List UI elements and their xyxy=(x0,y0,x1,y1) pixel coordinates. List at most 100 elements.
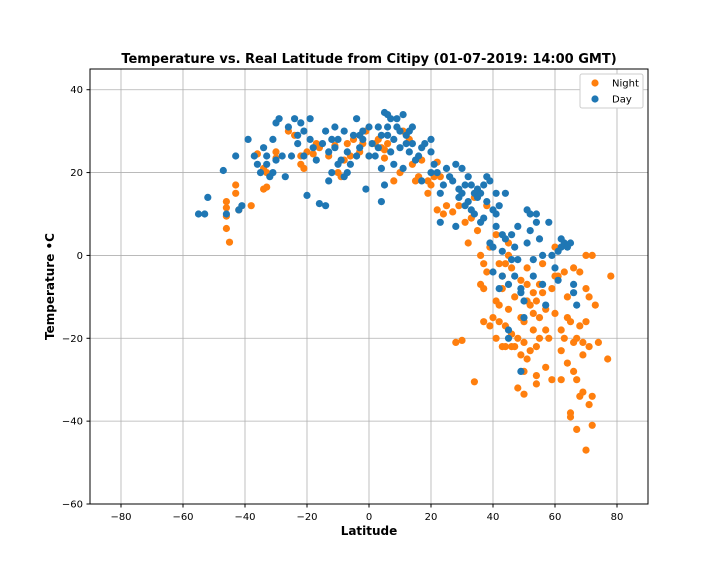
night-point xyxy=(222,224,230,233)
day-point xyxy=(523,239,531,247)
legend-day-label: Day xyxy=(612,95,632,106)
day-point xyxy=(545,218,553,226)
night-point xyxy=(557,326,565,334)
day-point xyxy=(263,152,271,160)
night-point xyxy=(551,309,559,317)
day-point xyxy=(331,123,339,131)
day-point xyxy=(539,251,547,259)
night-point xyxy=(427,181,435,189)
day-point xyxy=(275,115,283,123)
night-point xyxy=(343,140,351,148)
day-point xyxy=(359,135,367,143)
day-point xyxy=(535,235,544,243)
night-point xyxy=(232,189,240,197)
night-point xyxy=(560,334,568,342)
day-point xyxy=(204,193,212,201)
series-day xyxy=(194,108,581,375)
day-point xyxy=(232,152,240,160)
day-point xyxy=(312,156,320,164)
day-point xyxy=(294,140,302,148)
night-point xyxy=(526,347,534,355)
day-point xyxy=(492,210,500,218)
day-point xyxy=(529,272,537,280)
day-point xyxy=(284,123,292,131)
night-point xyxy=(576,268,584,276)
night-point xyxy=(480,260,488,268)
night-point xyxy=(548,285,556,293)
day-point xyxy=(439,181,447,189)
night-point xyxy=(504,305,513,313)
day-point xyxy=(486,177,494,185)
legend-night-label: Night xyxy=(612,79,639,90)
plot-frame xyxy=(89,68,649,505)
night-point xyxy=(492,334,500,342)
x-tick-label: 40 xyxy=(487,512,500,523)
day-point xyxy=(343,169,351,177)
y-tick-label: −60 xyxy=(62,500,83,511)
day-point xyxy=(256,169,265,177)
day-point xyxy=(322,202,330,210)
day-point xyxy=(504,326,513,334)
day-point xyxy=(520,297,528,305)
day-point xyxy=(328,135,336,143)
night-point xyxy=(495,301,503,309)
night-point xyxy=(594,338,603,346)
x-tick-label: 60 xyxy=(549,512,562,523)
y-tick-label: 40 xyxy=(70,85,83,96)
night-point xyxy=(433,206,441,214)
night-point xyxy=(545,334,553,342)
night-point xyxy=(523,264,531,272)
night-point xyxy=(492,231,500,239)
day-point xyxy=(368,140,376,148)
night-point xyxy=(529,326,537,334)
night-point xyxy=(222,204,230,212)
night-point xyxy=(604,355,612,363)
night-point xyxy=(539,289,547,297)
night-point xyxy=(495,318,503,326)
x-tick-label: −20 xyxy=(296,512,317,523)
day-point xyxy=(297,119,305,127)
night-point xyxy=(532,343,541,351)
day-point xyxy=(526,210,534,218)
day-point xyxy=(303,191,311,199)
x-axis-label: Latitude xyxy=(341,524,398,538)
night-point xyxy=(520,338,528,346)
night-point xyxy=(232,181,240,189)
night-point xyxy=(573,376,581,384)
night-point xyxy=(588,421,596,429)
day-point xyxy=(529,256,537,264)
day-point xyxy=(318,140,327,148)
day-point xyxy=(337,156,345,164)
night-point xyxy=(591,301,599,309)
day-point xyxy=(492,189,500,197)
night-point xyxy=(455,202,463,210)
day-point xyxy=(433,169,441,177)
day-point xyxy=(194,210,203,218)
night-point xyxy=(439,210,447,218)
night-point xyxy=(477,251,485,259)
day-point xyxy=(489,243,497,251)
day-point xyxy=(219,166,227,175)
day-point xyxy=(520,314,528,322)
day-point xyxy=(427,135,435,143)
day-point xyxy=(374,123,382,131)
legend-night-marker xyxy=(591,79,599,87)
day-point xyxy=(365,123,373,131)
day-point xyxy=(495,285,503,293)
x-tick-label: −80 xyxy=(110,512,131,523)
day-point xyxy=(287,152,296,160)
night-point xyxy=(588,392,596,400)
day-point xyxy=(377,131,385,139)
day-point xyxy=(464,198,472,206)
night-point xyxy=(582,318,590,326)
y-axis-label: Temperature •C xyxy=(43,233,57,340)
day-point xyxy=(573,301,581,309)
day-point xyxy=(458,164,466,172)
y-tick-label: −20 xyxy=(62,334,83,345)
night-point xyxy=(495,260,503,268)
night-point xyxy=(272,148,280,156)
night-point xyxy=(390,177,398,185)
day-point xyxy=(480,214,488,222)
day-point xyxy=(483,198,491,206)
day-point xyxy=(421,140,429,148)
